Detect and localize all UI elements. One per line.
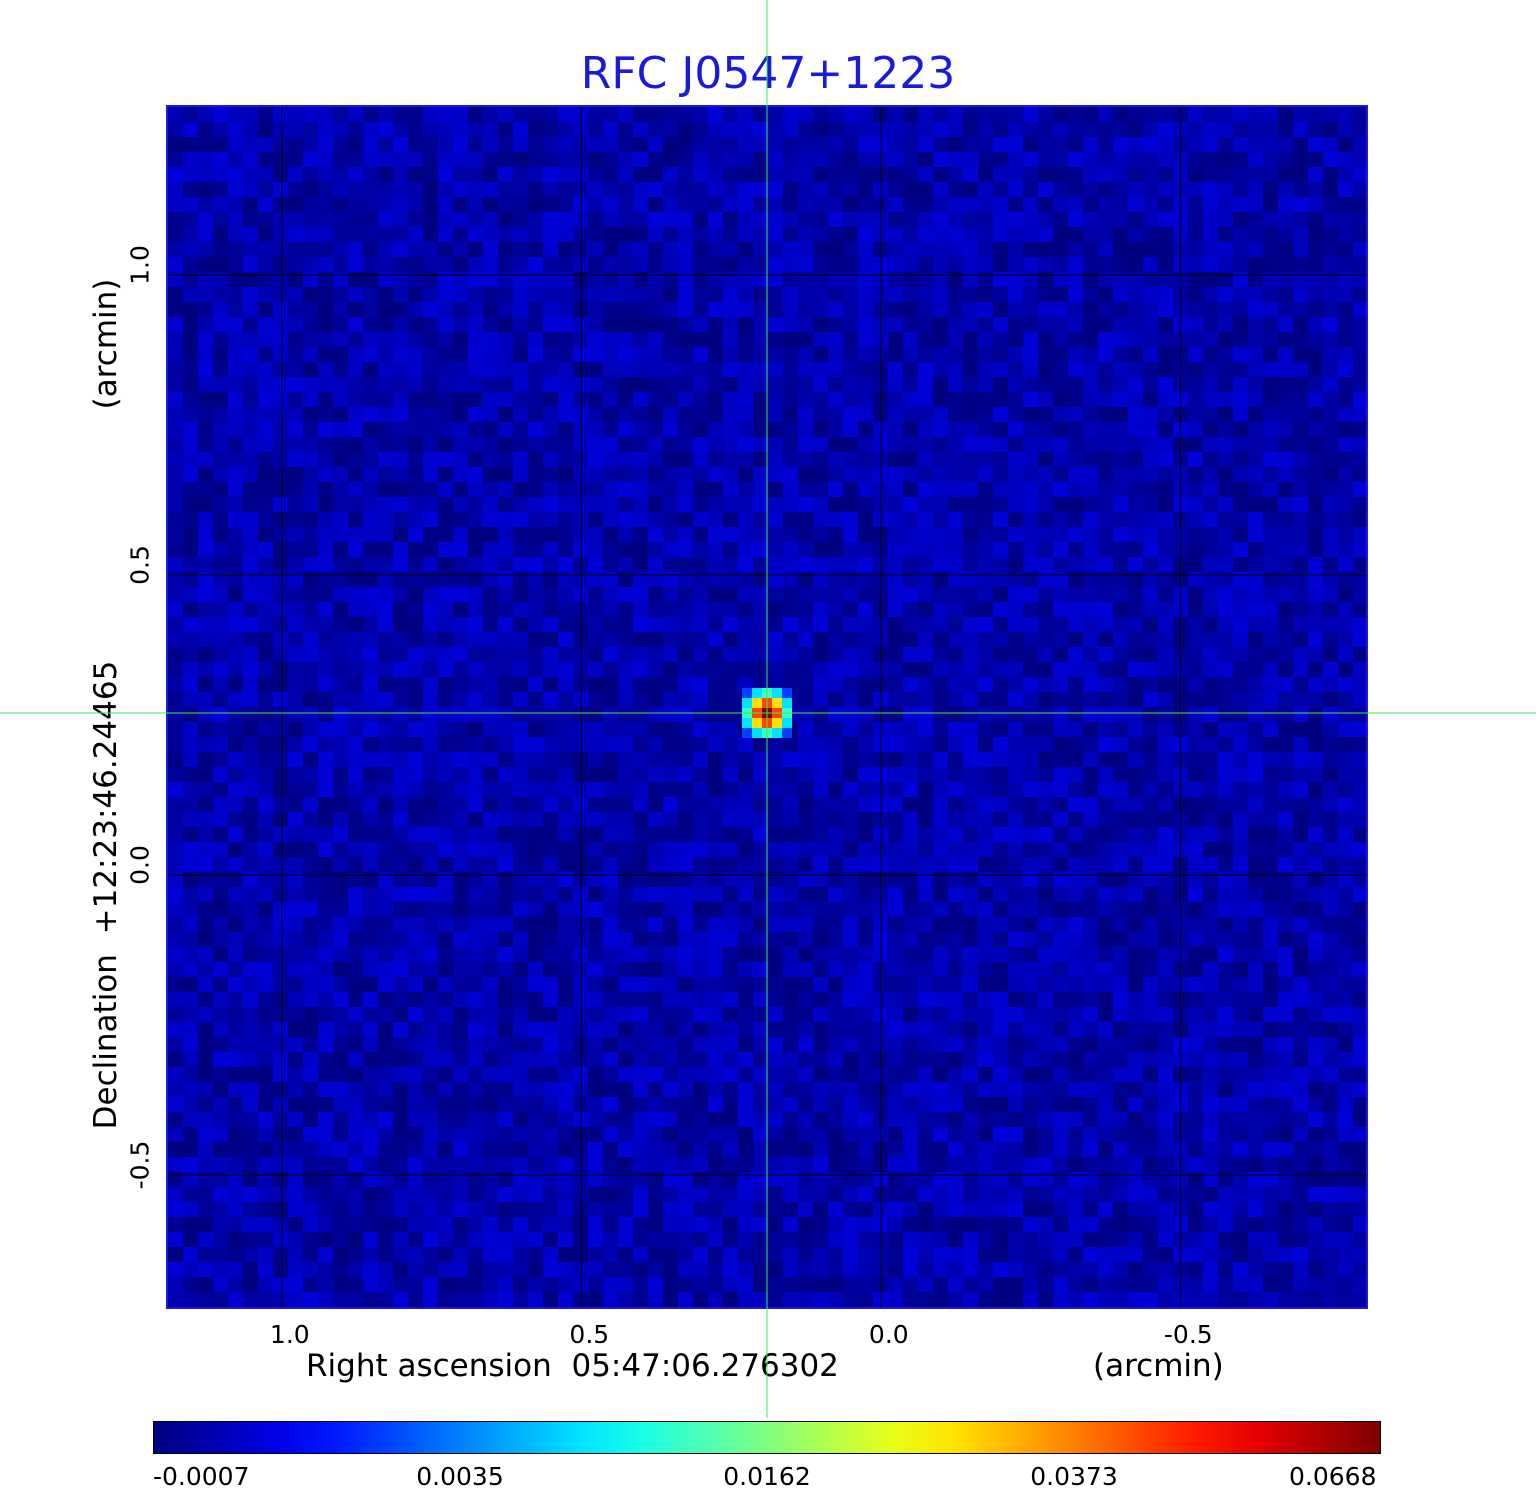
x-tick-label: 0.5 [569, 1320, 610, 1349]
y-tick-label: -0.5 [125, 1140, 155, 1190]
colorbar-tick-label: -0.0007 [153, 1462, 250, 1491]
x-tick-label: -0.5 [1163, 1320, 1213, 1349]
map-noise [168, 107, 1366, 1307]
x-axis-label: Right ascension 05:47:06.276302 [306, 1348, 839, 1384]
x-tick-label: 0.0 [868, 1320, 909, 1349]
source-emission [742, 688, 792, 738]
x-axis-unit: (arcmin) [1093, 1348, 1224, 1384]
y-tick-label: 1.0 [125, 245, 155, 285]
y-axis-unit: (arcmin) [88, 278, 124, 410]
colorbar-tick-label: 0.0162 [723, 1462, 811, 1491]
image-plot-area [166, 105, 1368, 1309]
colorbar-tick-label: 0.0668 [1289, 1462, 1377, 1491]
intensity-map [168, 107, 1366, 1307]
y-tick-label: 0.5 [125, 545, 155, 585]
colorbar-tick-label: 0.0373 [1030, 1462, 1118, 1491]
y-axis-label: Declination +12:23:46.24465 [88, 660, 124, 1130]
y-tick-label: 0.0 [125, 845, 155, 885]
chart-title: RFC J0547+1223 [580, 48, 956, 99]
colorbar [153, 1421, 1381, 1454]
colorbar-tick-label: 0.0035 [416, 1462, 504, 1491]
x-tick-label: 1.0 [269, 1320, 310, 1349]
